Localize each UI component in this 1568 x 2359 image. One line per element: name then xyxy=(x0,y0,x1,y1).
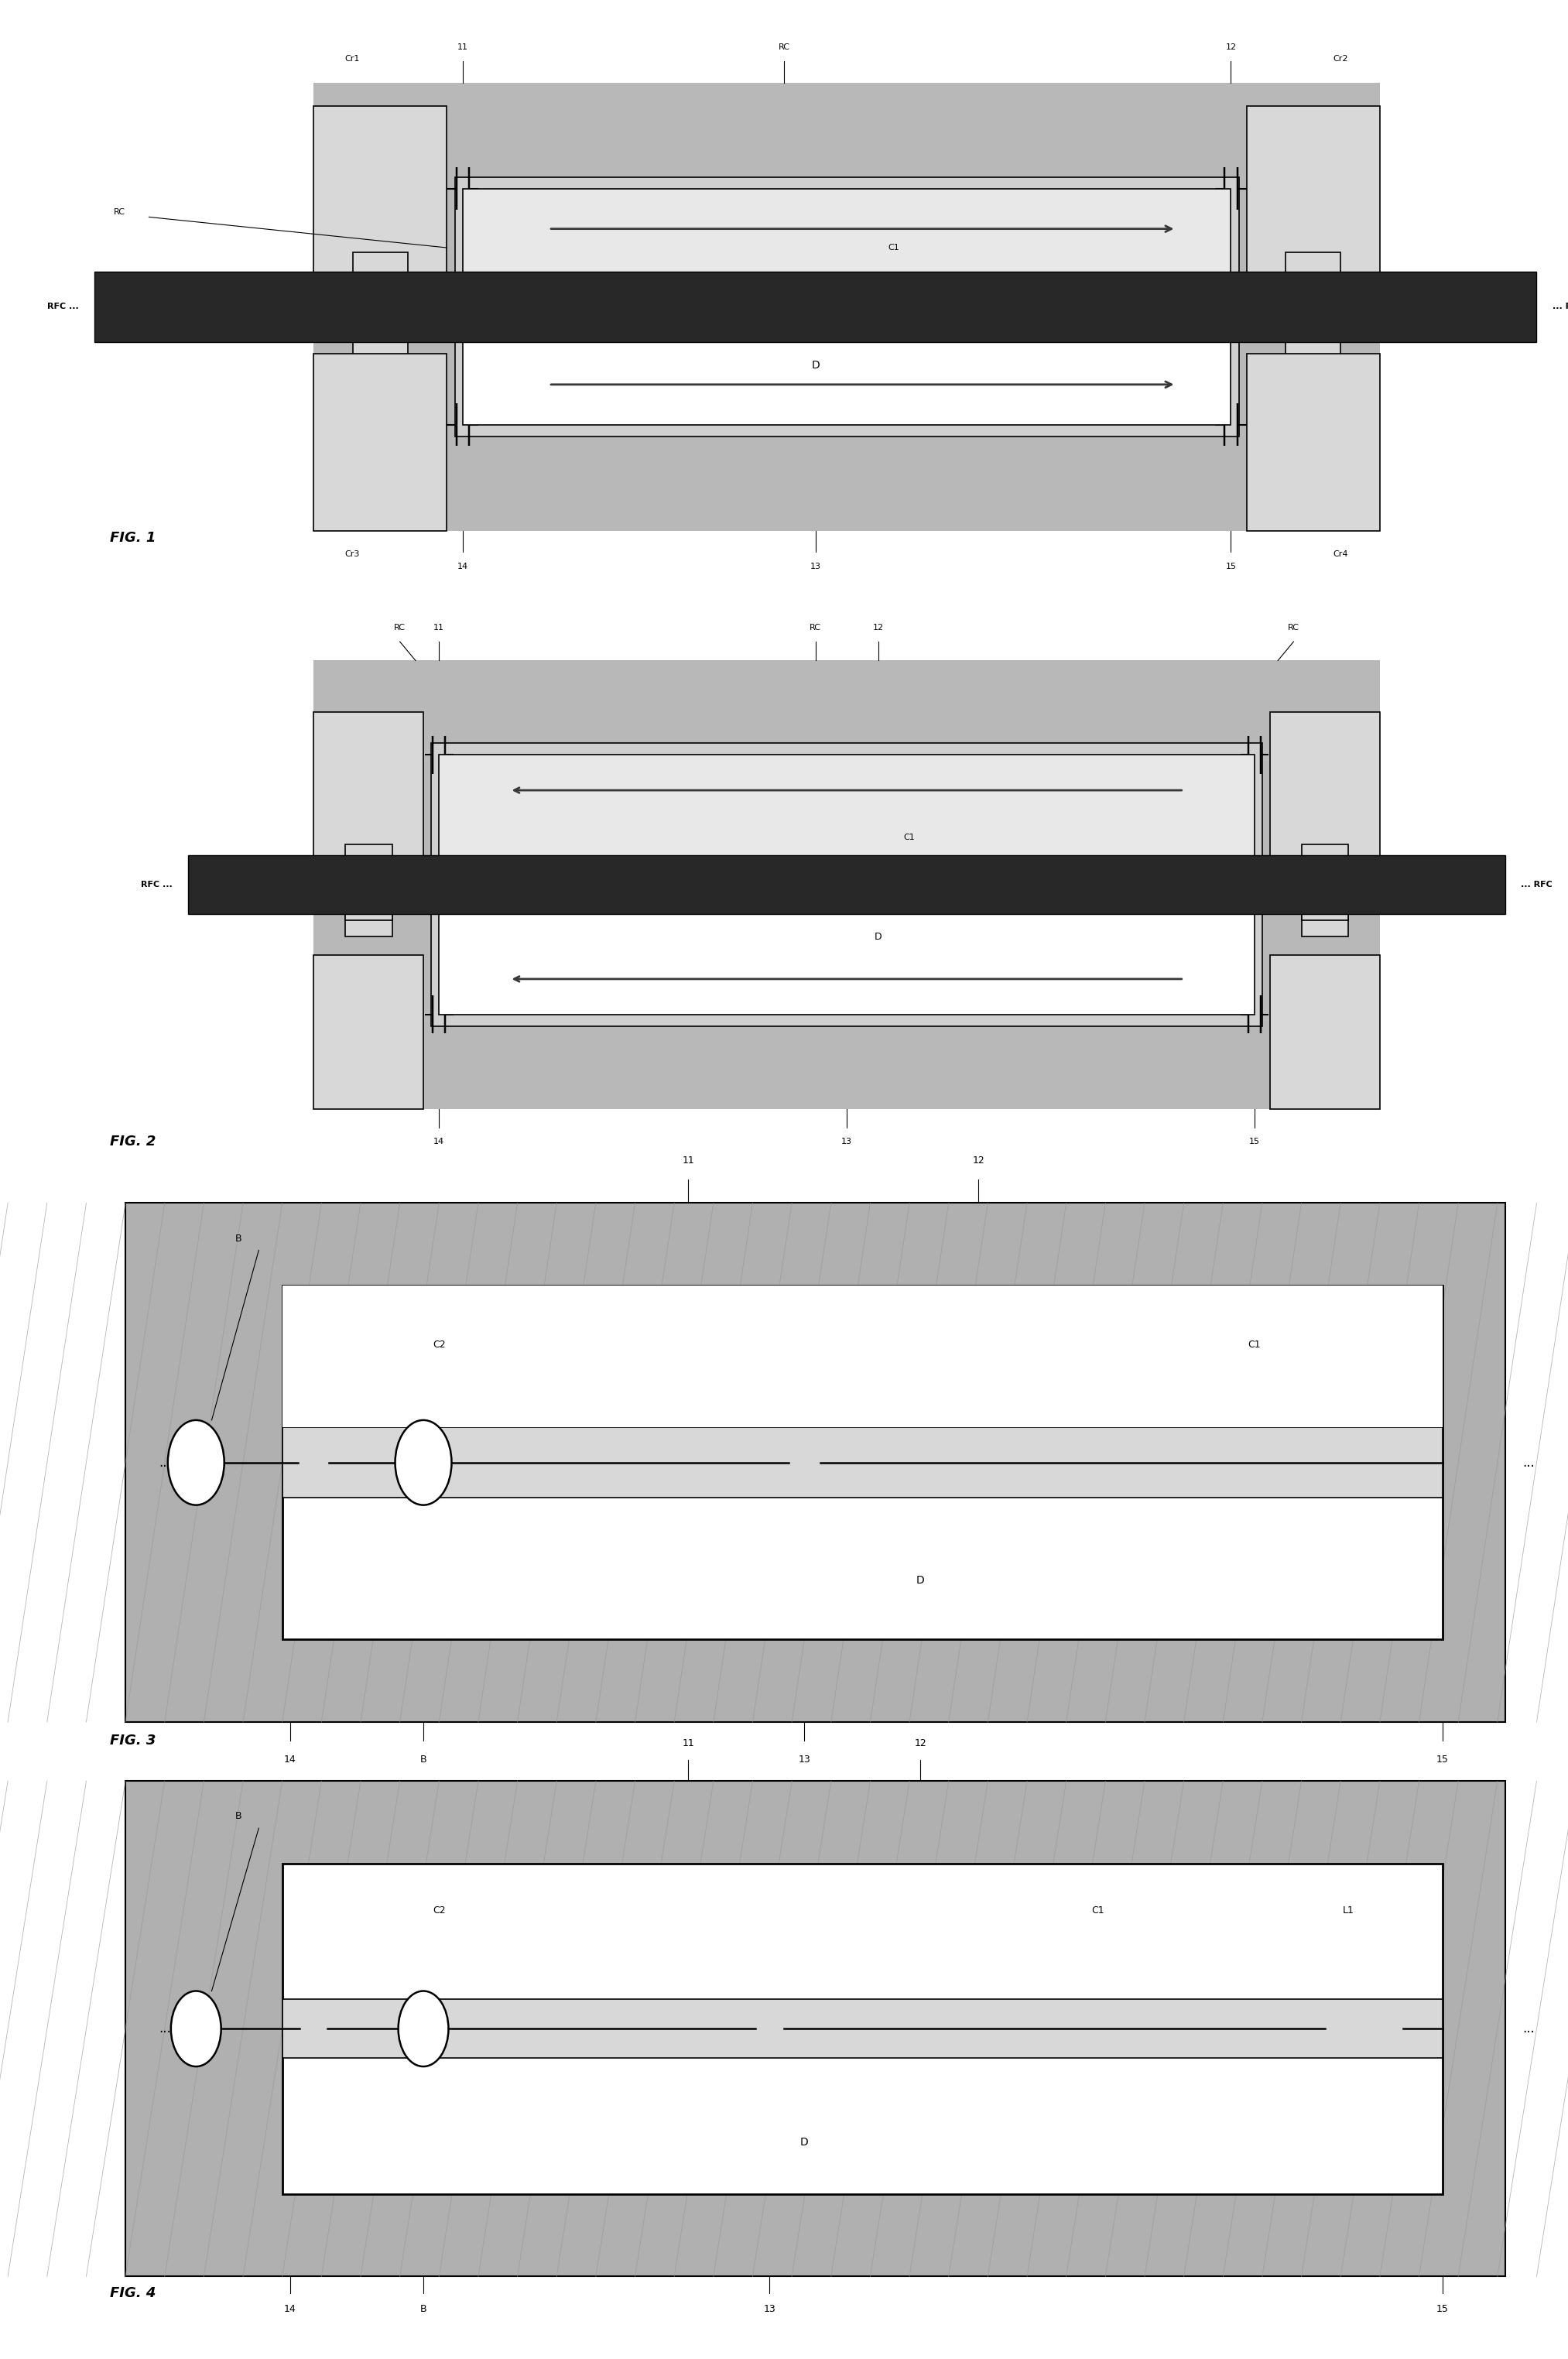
Text: D: D xyxy=(875,932,881,941)
Text: C1: C1 xyxy=(1248,1340,1261,1349)
Text: 14: 14 xyxy=(434,1137,444,1146)
Text: B: B xyxy=(235,1234,241,1243)
Bar xyxy=(314,106,447,283)
Text: FIG. 4: FIG. 4 xyxy=(110,2286,155,2300)
Text: 12: 12 xyxy=(914,1739,927,1748)
Text: C1: C1 xyxy=(903,833,916,842)
Bar xyxy=(282,1427,1443,1498)
Text: Cr2: Cr2 xyxy=(1333,54,1348,64)
Text: 12: 12 xyxy=(1226,42,1236,52)
Text: 15: 15 xyxy=(1436,1755,1449,1765)
Bar xyxy=(455,177,1239,436)
Text: 13: 13 xyxy=(798,1755,811,1765)
Bar xyxy=(1247,354,1380,531)
Text: 13: 13 xyxy=(764,2305,776,2314)
Text: D: D xyxy=(800,2137,809,2147)
Text: ...: ... xyxy=(1523,2022,1535,2036)
Text: 13: 13 xyxy=(811,561,820,571)
Text: 15: 15 xyxy=(1226,561,1236,571)
Text: B: B xyxy=(420,2024,426,2033)
Bar xyxy=(125,1781,1505,2276)
Text: 12: 12 xyxy=(873,623,883,632)
Text: 14: 14 xyxy=(458,561,467,571)
Text: 12: 12 xyxy=(972,1156,985,1165)
Bar xyxy=(282,2000,1443,2057)
Text: B: B xyxy=(235,1812,241,1821)
Bar xyxy=(463,295,1231,425)
Bar xyxy=(439,873,1254,1014)
Text: RC: RC xyxy=(809,623,822,632)
Text: 15: 15 xyxy=(1436,2305,1449,2314)
Bar xyxy=(125,1203,1505,1722)
Bar xyxy=(1286,252,1341,342)
Text: B: B xyxy=(420,2305,426,2314)
Text: RC: RC xyxy=(1287,623,1300,632)
Bar xyxy=(1301,861,1348,937)
Text: 14: 14 xyxy=(284,2305,296,2314)
Bar xyxy=(439,755,1254,873)
Text: ...: ... xyxy=(158,2022,171,2036)
Text: FIG. 3: FIG. 3 xyxy=(110,1734,155,1748)
Text: D: D xyxy=(811,361,820,370)
Circle shape xyxy=(171,1991,221,2066)
Bar xyxy=(353,252,408,342)
Bar xyxy=(1270,712,1380,866)
Text: 14: 14 xyxy=(284,1755,296,1765)
Text: 11: 11 xyxy=(434,623,444,632)
Text: C1: C1 xyxy=(1091,1906,1104,1916)
Text: FIG. 1: FIG. 1 xyxy=(110,531,155,545)
Text: B: B xyxy=(420,1755,426,1765)
Bar xyxy=(1301,845,1348,920)
Bar xyxy=(431,743,1262,1026)
Text: C2: C2 xyxy=(433,1906,445,1916)
Text: RC: RC xyxy=(778,42,790,52)
Text: Cr3: Cr3 xyxy=(345,550,361,559)
Text: 13: 13 xyxy=(842,1137,851,1146)
Bar xyxy=(188,854,1505,913)
Bar xyxy=(353,276,408,366)
Text: B: B xyxy=(193,1458,199,1467)
Text: ... RFC: ... RFC xyxy=(1521,880,1552,889)
Text: RFC ...: RFC ... xyxy=(47,302,78,311)
Circle shape xyxy=(168,1420,224,1505)
Circle shape xyxy=(395,1420,452,1505)
Bar xyxy=(314,661,1380,1109)
Text: 11: 11 xyxy=(458,42,467,52)
Bar xyxy=(282,1286,1443,1640)
Text: RC: RC xyxy=(114,208,125,217)
Text: ...: ... xyxy=(158,1456,171,1470)
Text: ...: ... xyxy=(1523,1456,1535,1470)
Bar xyxy=(1247,106,1380,283)
Bar xyxy=(314,83,1380,531)
Text: RFC ...: RFC ... xyxy=(141,880,172,889)
Text: L1: L1 xyxy=(1342,1906,1355,1916)
Text: Cr4: Cr4 xyxy=(1333,550,1348,559)
Bar xyxy=(314,955,423,1109)
Text: B: B xyxy=(420,1458,426,1467)
Bar xyxy=(345,861,392,937)
Text: 11: 11 xyxy=(682,1739,695,1748)
Text: FIG. 2: FIG. 2 xyxy=(110,1135,155,1149)
Text: C1: C1 xyxy=(887,243,900,252)
Bar xyxy=(94,271,1537,342)
Bar xyxy=(345,845,392,920)
Text: B: B xyxy=(193,2024,199,2033)
Text: C2: C2 xyxy=(433,1340,445,1349)
Bar xyxy=(1286,276,1341,366)
Bar xyxy=(314,354,447,531)
Bar xyxy=(1270,955,1380,1109)
Bar xyxy=(282,1864,1443,2194)
Circle shape xyxy=(398,1991,448,2066)
Bar xyxy=(282,1286,1443,1427)
Text: 15: 15 xyxy=(1250,1137,1259,1146)
Text: RC: RC xyxy=(394,623,406,632)
Bar xyxy=(314,712,423,866)
Bar xyxy=(463,189,1231,295)
Text: D: D xyxy=(916,1576,925,1585)
Text: 11: 11 xyxy=(682,1156,695,1165)
Text: ... RFC: ... RFC xyxy=(1552,302,1568,311)
Text: Cr1: Cr1 xyxy=(345,54,361,64)
